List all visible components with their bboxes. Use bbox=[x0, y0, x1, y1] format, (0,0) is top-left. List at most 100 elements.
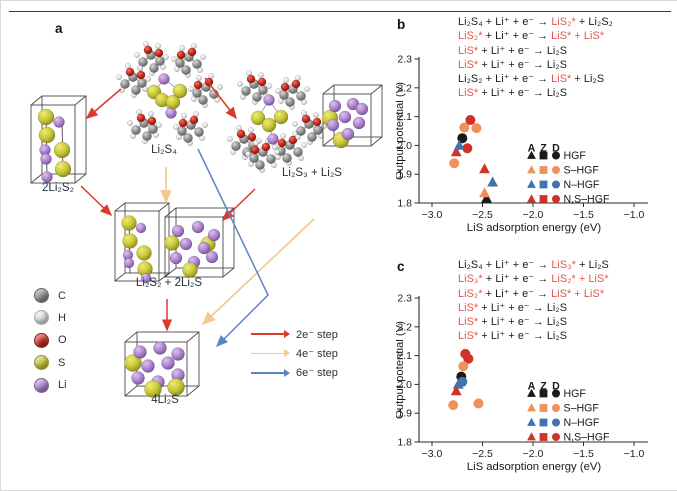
data-point bbox=[481, 192, 492, 203]
plot-area: −3.0 −2.5 −2.0 −1.5 −1.0 1.8 1.9 2.0 2.1 2.2 2.3 Li… bbox=[396, 54, 648, 234]
legend-series-label: S–HGF bbox=[564, 403, 600, 415]
structure-li2s2-2li2s-cells bbox=[114, 202, 235, 284]
legend-circle-marker bbox=[552, 166, 560, 174]
legend-triangle-marker bbox=[527, 403, 536, 412]
legend-circle-marker bbox=[552, 433, 560, 441]
data-point bbox=[448, 400, 459, 411]
reaction-equation: LiS₃* + Li⁺ + e⁻ → LiS₂* + LiS* bbox=[458, 273, 609, 286]
legend-circle-marker bbox=[552, 180, 560, 189]
x-tick-label: −2.0 bbox=[523, 448, 544, 460]
y-tick-label: 2.3 bbox=[397, 54, 412, 66]
y-tick-label: 2.0 bbox=[397, 140, 412, 152]
legend-square-marker bbox=[539, 404, 548, 412]
y-tick-label: 2.2 bbox=[397, 321, 412, 333]
reaction-equation: LiS* + Li⁺ + e⁻ → Li₂S bbox=[458, 301, 568, 314]
reaction-equation: LiS* + Li⁺ + e⁻ → Li₂S bbox=[458, 58, 568, 71]
x-axis-title: LiS adsorption energy (eV) bbox=[467, 461, 602, 473]
data-point bbox=[450, 385, 462, 396]
legend-triangle-marker bbox=[527, 179, 536, 188]
legend-triangle-marker bbox=[527, 165, 536, 174]
legend-circle-marker bbox=[552, 418, 560, 427]
x-tick-label: −3.0 bbox=[422, 448, 443, 460]
atom-symbol: S bbox=[58, 356, 66, 369]
arrow-step-legend: 2e⁻ step 4e⁻ step 6e⁻ step bbox=[251, 327, 338, 385]
atom-legend-carbon: C bbox=[34, 288, 67, 303]
legend-2e-step: 2e⁻ step bbox=[251, 327, 338, 341]
atom-legend-sulfur: S bbox=[34, 355, 67, 371]
panel-c-equations: Li₂S₄ + Li⁺ + e⁻ → LiS₃* + Li₂S LiS₃* + L… bbox=[458, 258, 609, 344]
oxygen-atom-icon bbox=[34, 332, 49, 348]
structure-4li2s-cell bbox=[124, 331, 200, 398]
legend-series-label: S–HGF bbox=[564, 165, 600, 177]
panel-c-chart: −3.0 −2.5 −2.0 −1.5 −1.0 1.8 1.9 2.0 2.1 2.2 2.3 Li… bbox=[396, 293, 648, 473]
structure-label-2li2s2: 2Li₂S₂ bbox=[42, 182, 74, 194]
structure-li2s4-molecule bbox=[116, 41, 223, 146]
legend-column-header: D bbox=[552, 143, 560, 155]
atom-legend-lithium: Li bbox=[34, 377, 67, 393]
atom-legend-hydrogen: H bbox=[34, 310, 67, 326]
red-arrow-icon bbox=[251, 330, 290, 338]
blue-arrow-icon bbox=[251, 369, 290, 377]
structure-label-li2s2-2li2s: Li₂S₂ + 2Li₂S bbox=[135, 277, 203, 289]
structure-label-4li2s: 4Li₂S bbox=[151, 394, 179, 406]
structure-li2s3-molecule bbox=[227, 70, 327, 173]
data-point bbox=[487, 176, 498, 187]
x-tick-label: −2.0 bbox=[523, 209, 544, 221]
two-electron-step-arrow bbox=[85, 88, 122, 119]
two-electron-step-arrow bbox=[221, 188, 256, 222]
data-point bbox=[465, 115, 476, 126]
legend-series-label: N,S–HGF bbox=[564, 194, 610, 206]
legend-column-header: D bbox=[552, 381, 560, 393]
chart-legend: A Z D HGF S–HGF N–HGF N,S–HGF bbox=[527, 143, 610, 206]
legend-series-label: HGF bbox=[564, 388, 587, 400]
structure-2li2s2 bbox=[30, 95, 87, 184]
y-axis-title: Output potential (V) bbox=[396, 82, 406, 180]
atom-legend-oxygen: O bbox=[34, 332, 67, 348]
legend-square-marker bbox=[539, 418, 548, 427]
data-point bbox=[459, 122, 470, 133]
data-point bbox=[453, 139, 465, 150]
legend-circle-marker bbox=[552, 389, 560, 398]
reaction-equation: LiS* + Li⁺ + e⁻ → Li₂S bbox=[458, 330, 568, 343]
legend-square-marker bbox=[539, 166, 548, 174]
y-tick-label: 1.8 bbox=[397, 198, 412, 210]
two-electron-step-arrow bbox=[204, 77, 237, 120]
legend-4e-step: 4e⁻ step bbox=[251, 346, 338, 360]
y-tick-label: 2.0 bbox=[397, 379, 412, 391]
legend-square-marker bbox=[539, 180, 548, 189]
x-tick-label: −3.0 bbox=[422, 209, 443, 221]
x-tick-label: −2.5 bbox=[472, 448, 493, 460]
four-electron-step-arrow bbox=[201, 218, 315, 326]
x-tick-label: −1.0 bbox=[624, 209, 645, 221]
legend-series-label: N–HGF bbox=[564, 179, 600, 191]
x-axis-title: LiS adsorption energy (eV) bbox=[467, 222, 602, 234]
legend-series-label: N–HGF bbox=[564, 417, 600, 429]
legend-square-marker bbox=[539, 195, 548, 203]
hydrogen-atom-icon bbox=[34, 310, 49, 326]
x-tick-label: −1.5 bbox=[573, 209, 594, 221]
y-tick-label: 2.3 bbox=[397, 293, 412, 305]
atom-symbol: H bbox=[58, 311, 66, 324]
legend-column-header: Z bbox=[540, 381, 547, 393]
x-tick-label: −1.5 bbox=[573, 448, 594, 460]
panel-b-equations: Li₂S₄ + Li⁺ + e⁻ → LiS₂* + Li₂S₂ LiS₂* + … bbox=[458, 15, 613, 101]
atom-symbol: C bbox=[58, 289, 66, 302]
legend-6e-step: 6e⁻ step bbox=[251, 366, 338, 380]
structure-label-li2s3-li2s: Li₂S₃ + Li₂S bbox=[282, 167, 342, 179]
legend-series-label: HGF bbox=[564, 150, 587, 162]
step-label: 2e⁻ step bbox=[296, 328, 338, 341]
panel-a-diagram bbox=[30, 41, 383, 398]
data-point bbox=[458, 361, 469, 372]
reaction-equation: Li₂S₂ + Li⁺ + e⁻ → LiS* + Li₂S bbox=[458, 73, 605, 86]
structure-li2s-cell bbox=[321, 84, 383, 149]
legend-triangle-marker bbox=[527, 194, 536, 203]
step-label: 4e⁻ step bbox=[296, 347, 338, 360]
legend-triangle-marker bbox=[527, 432, 536, 441]
legend-column-header: A bbox=[528, 381, 536, 393]
reaction-equation: LiS* + Li⁺ + e⁻ → Li₂S bbox=[458, 44, 568, 57]
lithium-atom-icon bbox=[34, 377, 49, 393]
data-point bbox=[452, 378, 464, 389]
pathway-arrows bbox=[80, 77, 315, 348]
panel-a-label: a bbox=[55, 21, 63, 36]
